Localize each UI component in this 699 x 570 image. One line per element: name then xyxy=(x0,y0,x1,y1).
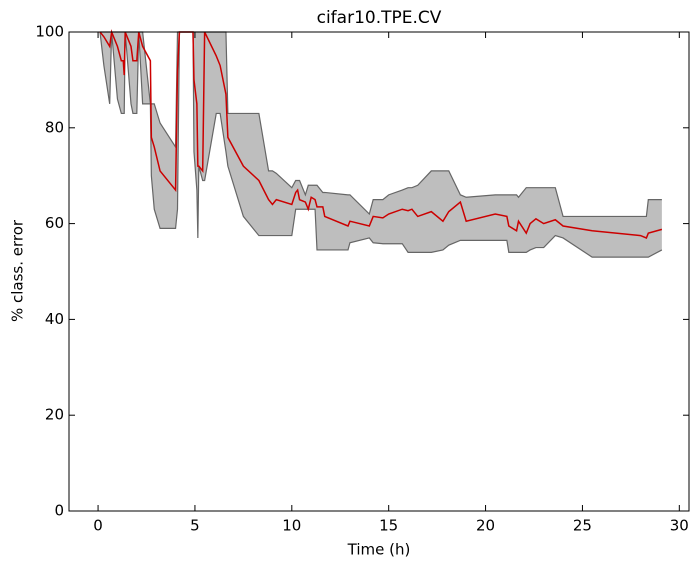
error-band xyxy=(100,32,662,258)
y-tick-label: 60 xyxy=(45,214,64,232)
y-tick-label: 20 xyxy=(45,406,64,424)
mean-line xyxy=(99,29,663,239)
x-axis-label: Time (h) xyxy=(347,541,411,559)
y-tick-label: 40 xyxy=(45,310,64,328)
band-edge xyxy=(99,31,663,258)
x-tick-label: 30 xyxy=(670,517,689,535)
y-tick-label: 100 xyxy=(35,23,64,41)
plot-frame xyxy=(68,31,690,512)
band-edge xyxy=(100,31,662,218)
y-tick-label: 0 xyxy=(54,502,64,520)
x-tick-label: 20 xyxy=(476,517,495,535)
x-tick-label: 25 xyxy=(573,517,592,535)
x-tick-label: 5 xyxy=(190,517,200,535)
x-tick-label: 10 xyxy=(282,517,301,535)
x-tick-label: 0 xyxy=(93,517,103,535)
chart-title: cifar10.TPE.CV xyxy=(317,8,442,28)
x-tick-label: 15 xyxy=(379,517,398,535)
y-tick-label: 80 xyxy=(45,118,64,136)
y-axis-label: % class. error xyxy=(9,219,27,322)
